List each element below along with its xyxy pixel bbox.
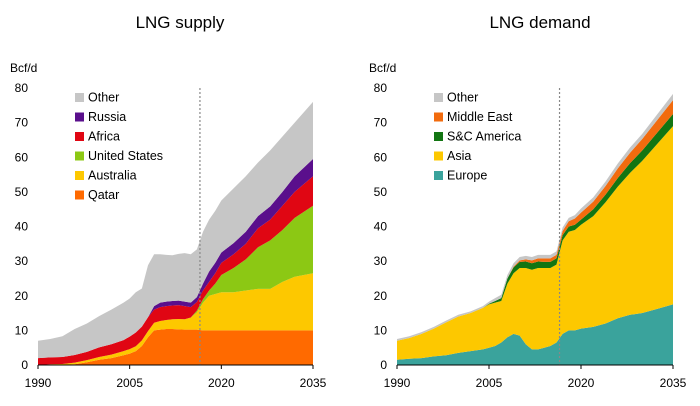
area-europe <box>397 304 673 365</box>
x-tick-label: 1990 <box>384 376 411 390</box>
legend-label-asia: Asia <box>447 149 471 163</box>
y-tick-label: 80 <box>374 81 388 95</box>
legend-swatch-asia <box>434 151 443 161</box>
legend: Other Middle East S&C America Asia Europe <box>434 91 521 183</box>
y-tick-label: 20 <box>374 289 388 303</box>
y-tick-label: 50 <box>374 185 388 199</box>
x-tick-label: 2035 <box>660 376 687 390</box>
chart-title: LNG supply <box>136 13 225 32</box>
stacked-areas <box>397 93 673 365</box>
chart-title: LNG demand <box>489 13 590 32</box>
x-tick-label: 1990 <box>25 376 52 390</box>
legend-swatch-s-c-america <box>434 132 443 141</box>
legend: Other Russia Africa United States Australia Q… <box>75 91 163 202</box>
x-tick-label: 2020 <box>568 376 595 390</box>
legend-swatch-qatar <box>75 190 84 200</box>
legend-label-europe: Europe <box>447 169 487 183</box>
lng-demand-panel: LNG demand Bcf/d 0 10 20 30 40 50 60 70 80 1990 20… <box>369 13 687 390</box>
x-tick-label: 2005 <box>116 376 143 390</box>
legend-label-s-c-america: S&C America <box>447 130 521 144</box>
legend-label-russia: Russia <box>88 110 126 124</box>
stacked-areas <box>38 101 313 365</box>
y-tick-label: 30 <box>15 254 29 268</box>
legend-label-australia: Australia <box>88 169 137 183</box>
legend-swatch-other <box>434 93 443 102</box>
area-united-states <box>38 205 313 365</box>
y-tick-label: 60 <box>374 150 388 164</box>
y-tick-label: 30 <box>374 254 388 268</box>
y-tick-label: 10 <box>374 323 388 337</box>
legend-label-africa: Africa <box>88 130 120 144</box>
y-tick-label: 80 <box>15 81 29 95</box>
y-tick-label: 0 <box>380 358 387 372</box>
y-tick-label: 20 <box>15 289 29 303</box>
y-tick-label: 70 <box>15 116 29 130</box>
legend-swatch-other <box>75 93 84 102</box>
legend-swatch-europe <box>434 171 443 180</box>
y-tick-label: 10 <box>15 323 29 337</box>
legend-label-other: Other <box>88 91 119 105</box>
legend-label-united-states: United States <box>88 149 163 163</box>
area-qatar <box>38 328 313 365</box>
lng-supply-panel: LNG supply Bcf/d 0 10 20 30 40 50 60 70 80 1990 20… <box>10 13 327 390</box>
legend-label-qatar: Qatar <box>88 188 119 202</box>
y-tick-label: 60 <box>15 150 29 164</box>
y-axis-unit: Bcf/d <box>369 61 396 75</box>
y-tick-label: 40 <box>15 220 29 234</box>
legend-swatch-africa <box>75 132 84 141</box>
area-asia <box>397 126 673 360</box>
y-axis-unit: Bcf/d <box>10 61 37 75</box>
legend-swatch-middle-east <box>434 112 443 122</box>
y-tick-label: 0 <box>21 358 28 372</box>
legend-swatch-russia <box>75 112 84 122</box>
y-tick-label: 70 <box>374 116 388 130</box>
y-tick-label: 50 <box>15 185 29 199</box>
x-tick-label: 2020 <box>208 376 235 390</box>
legend-label-middle-east: Middle East <box>447 110 513 124</box>
x-tick-label: 2005 <box>476 376 503 390</box>
legend-label-other: Other <box>447 91 478 105</box>
area-australia <box>38 273 313 365</box>
x-tick-label: 2035 <box>300 376 327 390</box>
legend-swatch-australia <box>75 171 84 180</box>
legend-swatch-united-states <box>75 151 84 161</box>
y-tick-label: 40 <box>374 220 388 234</box>
